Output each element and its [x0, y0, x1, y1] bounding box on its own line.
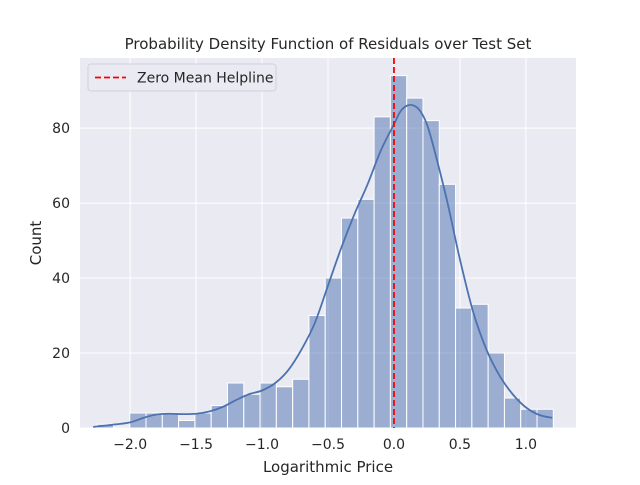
x-tick-label: 1.0	[515, 437, 537, 453]
x-tick-label: 0.0	[383, 437, 405, 453]
histogram-bar	[455, 307, 473, 429]
y-tick-label: 80	[52, 121, 70, 137]
y-axis-label: Count	[27, 221, 45, 266]
histogram-bar	[357, 198, 375, 429]
histogram-bar	[373, 116, 391, 429]
histogram-bars	[96, 75, 554, 429]
chart-title: Probability Density Function of Residual…	[125, 35, 532, 53]
histogram-bar	[406, 97, 424, 429]
x-tick-labels: −2.0 −1.5 −1.0 −0.5 0.0 0.5 1.0	[113, 437, 537, 453]
legend-entry-label: Zero Mean Helpline	[137, 71, 273, 87]
x-tick-label: −1.5	[179, 437, 213, 453]
x-axis-label: Logarithmic Price	[263, 458, 393, 476]
histogram-bar	[536, 408, 554, 429]
histogram-bar	[226, 382, 245, 429]
histogram-bar	[487, 352, 505, 429]
y-tick-label: 60	[52, 196, 70, 212]
x-tick-label: 0.5	[449, 437, 471, 453]
y-tick-labels: 0 20 40 60 80	[52, 121, 70, 437]
histogram-bar	[292, 378, 310, 429]
histogram-bar	[178, 420, 196, 429]
y-tick-label: 0	[61, 421, 70, 437]
histogram-bar	[324, 277, 343, 429]
x-tick-label: −0.5	[311, 437, 345, 453]
histogram-bar	[503, 397, 522, 429]
histogram-bar	[243, 393, 261, 429]
histogram-bar	[341, 217, 359, 429]
kde-curve-layer	[93, 104, 553, 428]
histogram-bar	[438, 183, 457, 429]
legend: Zero Mean Helpline	[87, 63, 277, 92]
histogram-bar	[422, 120, 440, 429]
y-tick-label: 20	[52, 346, 70, 362]
y-tick-label: 40	[52, 271, 70, 287]
histogram-bar	[275, 386, 294, 429]
x-tick-label: −2.0	[113, 437, 147, 453]
histogram-bar	[161, 412, 180, 429]
legend-box	[87, 63, 277, 92]
kde-curve	[93, 104, 553, 428]
histogram-bar	[194, 412, 212, 429]
x-tick-label: −1.0	[245, 437, 279, 453]
histogram-bar	[471, 303, 489, 429]
